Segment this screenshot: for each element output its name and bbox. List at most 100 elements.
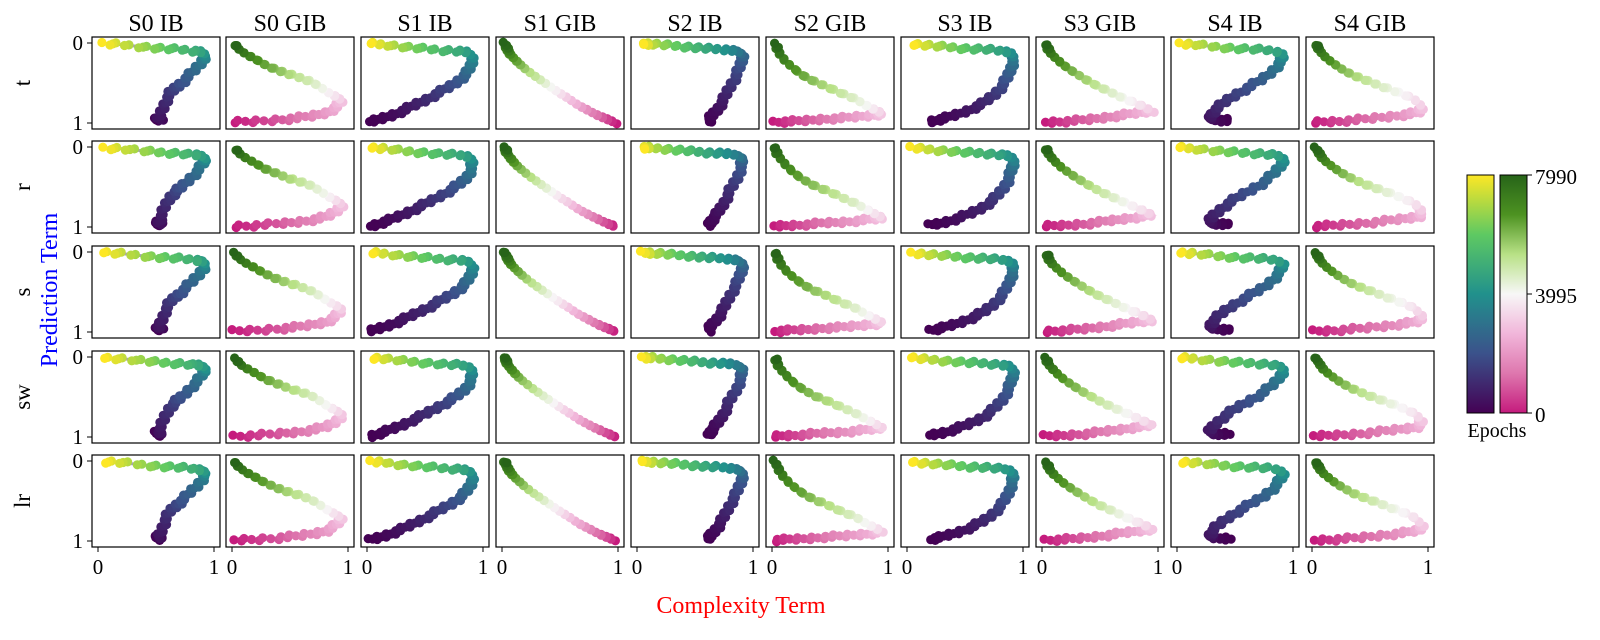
data-point — [905, 141, 915, 152]
data-point — [1327, 115, 1337, 126]
data-point — [1350, 533, 1360, 543]
column-title: S4 GIB — [1334, 11, 1407, 37]
data-point — [1043, 145, 1053, 155]
colorbar: 7990 3995 0 Epochs — [1466, 165, 1577, 442]
data-point — [295, 177, 305, 187]
data-point — [981, 45, 991, 55]
data-point — [1377, 112, 1387, 122]
data-point — [443, 256, 453, 266]
data-point — [1041, 457, 1051, 467]
data-point — [289, 320, 299, 331]
data-point — [291, 531, 301, 541]
data-point — [252, 220, 262, 230]
x-tick-label: 1 — [1018, 555, 1029, 579]
panel-t-s3-gib — [1035, 36, 1165, 130]
data-point — [432, 360, 442, 370]
data-point — [164, 149, 174, 159]
data-point — [1382, 293, 1392, 303]
data-point — [1254, 360, 1264, 370]
data-point — [110, 249, 120, 259]
panel-sw-s1-ib — [360, 350, 490, 444]
data-point — [986, 360, 996, 370]
x-tick-label: 1 — [209, 555, 220, 579]
data-point — [1398, 507, 1408, 518]
data-point — [1373, 289, 1383, 299]
data-point — [233, 145, 243, 155]
data-point — [1360, 114, 1370, 124]
data-point — [1213, 252, 1223, 262]
data-point — [916, 354, 926, 365]
data-point — [1375, 529, 1386, 540]
data-point — [427, 149, 437, 160]
data-point — [134, 43, 144, 53]
data-point — [159, 463, 169, 473]
data-point — [820, 290, 830, 300]
data-point — [666, 459, 677, 469]
x-axis-label: Complexity Term — [656, 593, 826, 619]
y-tick-label: 1 — [73, 111, 84, 135]
data-point — [246, 430, 256, 440]
data-point — [964, 359, 974, 369]
data-point — [1359, 531, 1369, 541]
data-point — [500, 247, 510, 258]
data-point — [169, 360, 179, 370]
data-point — [1228, 358, 1238, 368]
data-point — [985, 255, 995, 265]
data-point — [140, 252, 150, 262]
data-point — [1328, 220, 1338, 230]
panel-s-s3-gib — [1035, 245, 1165, 339]
data-point — [1128, 306, 1138, 317]
data-point — [178, 150, 188, 160]
data-point — [106, 145, 116, 155]
data-point — [299, 528, 309, 539]
panel-s-s1-gib — [495, 245, 625, 339]
panel-s-s0-ib: 01 — [73, 240, 221, 344]
data-point — [369, 354, 379, 364]
data-point — [1175, 142, 1185, 153]
colorbar-tick-min: 0 — [1535, 403, 1546, 427]
data-point — [1312, 458, 1322, 468]
panel-t-s1-gib — [495, 36, 625, 130]
data-point — [954, 461, 965, 472]
data-point — [909, 40, 919, 51]
data-point — [1404, 301, 1414, 311]
data-point — [1392, 111, 1402, 121]
data-point — [1218, 461, 1228, 471]
data-point — [1379, 214, 1389, 224]
data-point — [679, 43, 690, 53]
panel-r-s1-gib — [495, 140, 625, 234]
data-point — [1178, 458, 1188, 468]
data-point — [1131, 517, 1141, 527]
data-point — [139, 147, 149, 157]
data-point — [960, 254, 971, 264]
data-point — [455, 151, 465, 161]
data-point — [1386, 215, 1396, 225]
data-point — [982, 150, 992, 160]
column-title: S0 IB — [128, 11, 183, 37]
panel-s-s2-ib — [630, 245, 760, 339]
data-point — [145, 462, 155, 472]
panel-r-s2-gib — [765, 140, 895, 234]
data-point — [989, 464, 999, 474]
data-point — [1223, 148, 1233, 158]
x-tick-label: 0 — [902, 555, 913, 579]
data-point — [829, 294, 839, 304]
data-point — [997, 255, 1007, 265]
data-point — [831, 400, 841, 410]
data-point — [1355, 323, 1365, 333]
data-point — [972, 149, 982, 159]
data-point — [1266, 255, 1276, 265]
data-point — [1270, 464, 1280, 475]
data-point — [933, 147, 943, 157]
data-point — [402, 147, 412, 157]
data-point — [177, 45, 187, 55]
data-point — [675, 356, 685, 366]
panel-s-s4-gib — [1305, 245, 1435, 339]
data-point — [412, 44, 422, 54]
data-point — [1375, 425, 1385, 435]
data-point — [1334, 116, 1344, 127]
data-point — [1074, 430, 1084, 440]
